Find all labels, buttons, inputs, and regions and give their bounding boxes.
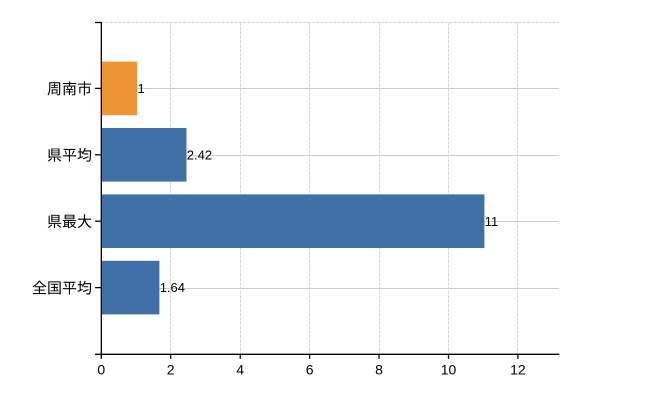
svg-text:2.42: 2.42 <box>187 147 212 162</box>
svg-text:0: 0 <box>97 362 105 378</box>
svg-text:10: 10 <box>441 362 457 378</box>
svg-text:12: 12 <box>510 362 526 378</box>
svg-text:1: 1 <box>138 81 145 96</box>
svg-text:4: 4 <box>236 362 244 378</box>
svg-text:1.64: 1.64 <box>160 280 185 295</box>
svg-text:11: 11 <box>485 214 499 229</box>
svg-text:2: 2 <box>167 362 175 378</box>
svg-text:6: 6 <box>306 362 314 378</box>
svg-text:8: 8 <box>375 362 383 378</box>
